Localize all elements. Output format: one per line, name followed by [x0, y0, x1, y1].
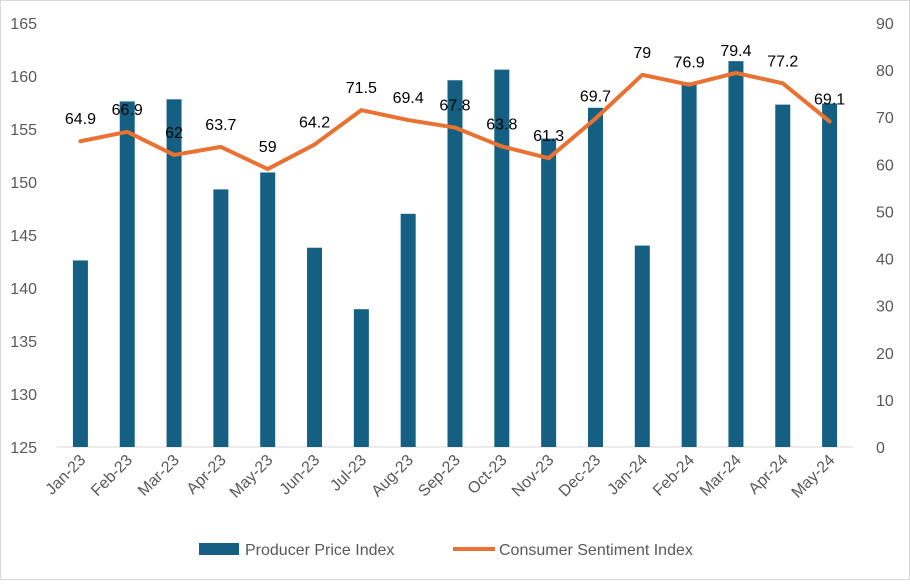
csi-data-label: 69.1 [814, 91, 845, 108]
csi-data-label: 76.9 [674, 55, 705, 72]
x-tick-label: May-23 [227, 452, 277, 502]
csi-data-label: 79.4 [720, 43, 751, 60]
csi-data-label: 79 [633, 45, 651, 62]
csi-data-label: 71.5 [346, 80, 377, 97]
x-tick-label: Jan-23 [43, 452, 90, 499]
x-tick-label: Dec-23 [556, 452, 605, 501]
csi-data-label: 77.2 [767, 53, 798, 70]
ppi-bar [166, 99, 182, 447]
left-tick-label: 140 [10, 281, 37, 298]
x-tick-label: Feb-23 [88, 452, 136, 500]
csi-data-label: 59 [259, 139, 277, 156]
ppi-bar [260, 172, 276, 447]
x-tick-label: Oct-23 [465, 452, 511, 498]
left-tick-label: 125 [10, 440, 37, 457]
right-tick-label: 50 [876, 204, 894, 221]
legend-swatch-ppi [199, 543, 239, 555]
ppi-bar [213, 189, 229, 448]
csi-data-label: 69.7 [580, 89, 611, 106]
legend: Producer Price Index Consumer Sentiment … [199, 542, 693, 559]
ppi-bar [822, 103, 838, 447]
ppi-bar [307, 247, 323, 447]
ppi-bar [587, 107, 603, 448]
right-tick-label: 10 [876, 393, 894, 410]
legend-label-ppi: Producer Price Index [245, 542, 394, 559]
ppi-bar [72, 260, 88, 447]
ppi-bars [72, 61, 838, 448]
ppi-bar [728, 61, 744, 447]
right-tick-label: 80 [876, 63, 894, 80]
csi-data-label: 62 [165, 125, 183, 142]
x-tick-label: Mar-24 [697, 452, 745, 500]
x-tick-label: Jun-23 [277, 452, 324, 499]
csi-line-layer: 64.9 66.9 62 63.7 59 64.2 71.5 69.4 67.8 63.8 61.3… [65, 43, 845, 172]
csi-data-label: 64.9 [65, 111, 96, 128]
ppi-bar [541, 138, 557, 448]
ppi-bar [681, 82, 697, 448]
left-tick-label: 135 [10, 334, 37, 351]
x-tick-label: Feb-24 [650, 452, 698, 500]
x-tick-label: Apr-24 [746, 452, 792, 498]
right-tick-label: 70 [876, 110, 894, 127]
ppi-bar [353, 309, 369, 447]
csi-data-label: 69.4 [393, 90, 424, 107]
ppi-bar [400, 213, 416, 447]
csi-data-label: 63.8 [486, 116, 517, 133]
left-tick-label: 145 [10, 228, 37, 245]
x-tick-label: Nov-23 [509, 452, 558, 501]
x-tick-label: Apr-23 [184, 452, 230, 498]
left-tick-label: 165 [10, 16, 37, 33]
right-tick-label: 20 [876, 346, 894, 363]
x-tick-label: Sep-23 [415, 452, 464, 501]
csi-line [78, 70, 832, 172]
left-axis-ticks: 125 130 135 140 145 150 155 160 165 [10, 16, 37, 457]
x-tick-label: May-24 [789, 452, 839, 502]
left-tick-label: 160 [10, 69, 37, 86]
left-tick-label: 130 [10, 387, 37, 404]
csi-data-label: 63.7 [205, 117, 236, 134]
ppi-bar [494, 69, 510, 447]
x-tick-label: Jan-24 [605, 452, 652, 499]
right-tick-label: 0 [876, 440, 885, 457]
ppi-bar [119, 101, 135, 447]
x-tick-label: Jul-23 [327, 452, 370, 495]
ppi-bar [634, 245, 650, 447]
right-tick-label: 60 [876, 157, 894, 174]
csi-data-label: 66.9 [112, 102, 143, 119]
right-tick-label: 40 [876, 252, 894, 269]
ppi-bar [447, 80, 463, 448]
csi-data-label: 64.2 [299, 115, 330, 132]
right-axis-ticks: 0 10 20 30 40 50 60 70 80 90 [876, 16, 894, 457]
csi-data-label: 61.3 [533, 128, 564, 145]
left-tick-label: 150 [10, 175, 37, 192]
right-tick-label: 90 [876, 16, 894, 33]
csi-data-label: 67.8 [439, 98, 470, 115]
x-tick-label: Mar-23 [135, 452, 183, 500]
left-tick-label: 155 [10, 122, 37, 139]
ppi-bar [775, 104, 791, 448]
right-tick-label: 30 [876, 299, 894, 316]
legend-label-csi: Consumer Sentiment Index [499, 542, 693, 559]
x-tick-label: Aug-23 [369, 452, 418, 501]
